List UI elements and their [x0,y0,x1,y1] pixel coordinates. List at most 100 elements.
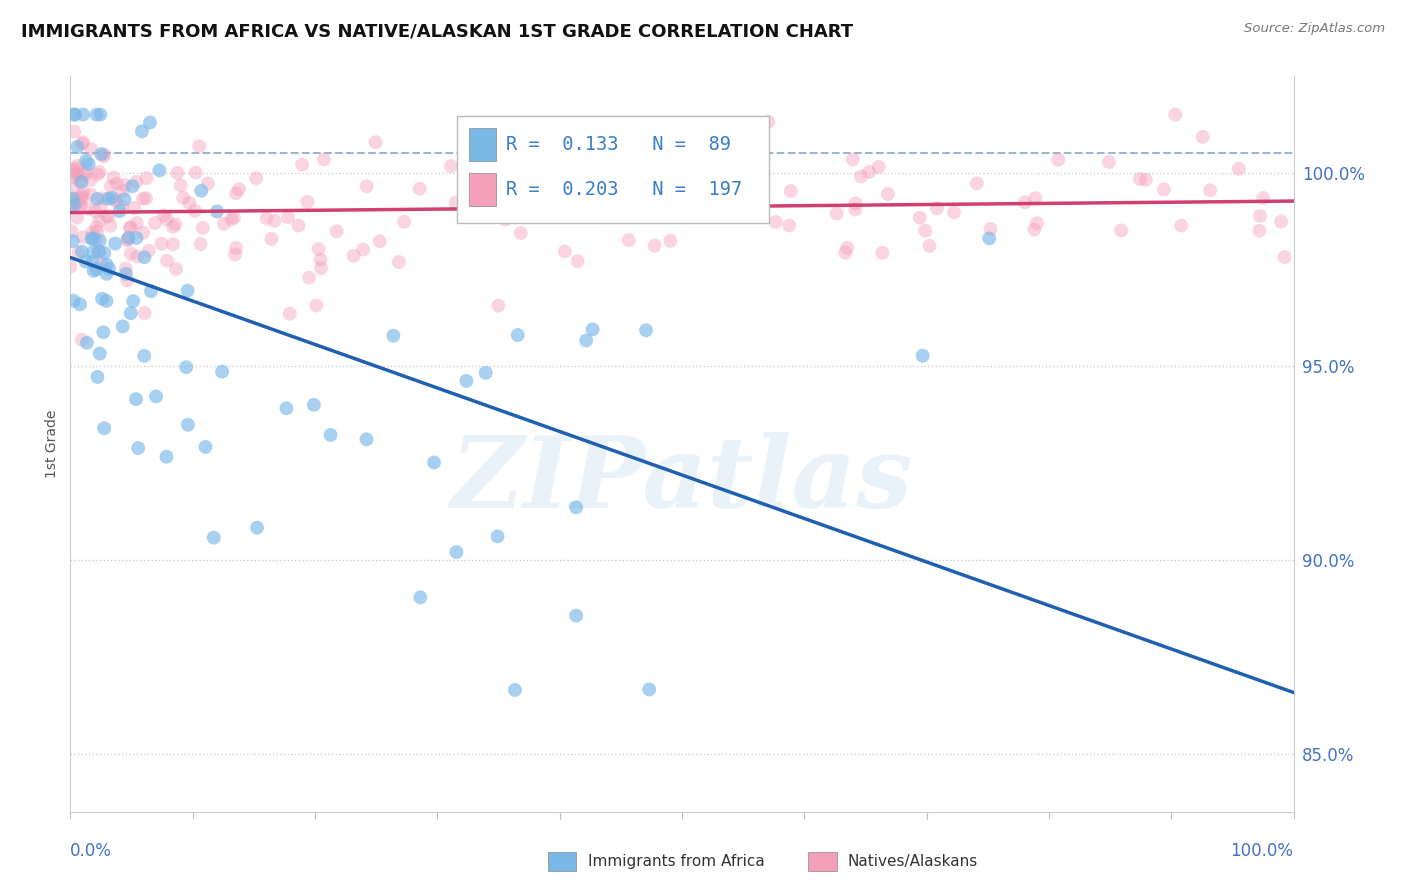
Point [80,187,103,202]
Point [1170,219,1192,233]
Point [104,193,127,207]
Point [844,202,866,217]
Point [456,374,478,388]
Point [114,178,136,192]
Point [779,184,801,198]
Point [90,147,112,161]
Point [837,241,859,255]
Text: R =  0.203   N =  197: R = 0.203 N = 197 [506,180,742,200]
Point [121,179,143,194]
Point [132,226,155,240]
Point [132,192,155,206]
Point [1024,222,1046,236]
Point [75,164,97,178]
Point [513,206,536,220]
Point [276,401,298,416]
Text: 100.0%: 100.0% [1230,842,1294,860]
Point [86,262,108,277]
Point [79,173,101,187]
Point [62,193,84,207]
Point [1199,183,1222,197]
Point [488,299,510,313]
Point [603,161,626,176]
Point [104,194,127,208]
Point [120,220,142,235]
Point [70,136,93,151]
Point [205,204,228,219]
Point [221,212,243,227]
Point [67,245,90,260]
Point [62,192,84,206]
Point [66,168,89,182]
Point [82,226,104,240]
Text: Source: ZipAtlas.com: Source: ZipAtlas.com [1244,22,1385,36]
Point [741,183,763,197]
Point [565,500,588,515]
Point [858,165,880,179]
Point [134,306,156,320]
Point [63,167,86,181]
Point [567,254,589,268]
Point [63,198,86,212]
Point [486,529,509,543]
Point [117,233,139,247]
Point [641,170,664,185]
Point [67,192,90,206]
Point [63,107,86,121]
Point [440,159,463,173]
Point [287,219,309,233]
Point [120,220,142,235]
Point [1249,209,1271,223]
Y-axis label: 1st Grade: 1st Grade [45,409,59,478]
Text: Natives/Alaskans: Natives/Alaskans [848,855,979,869]
Point [127,250,149,264]
Point [554,244,576,259]
Point [112,184,135,198]
Point [278,307,301,321]
Point [1135,172,1157,186]
Point [740,183,762,197]
Point [523,185,546,199]
Point [148,163,170,178]
Point [1164,107,1187,121]
Point [76,335,98,350]
Point [80,142,103,156]
Point [382,328,405,343]
Point [66,165,89,179]
Point [849,169,872,184]
Point [103,170,125,185]
Point [62,234,84,248]
Point [91,292,114,306]
Point [69,174,91,188]
Point [343,249,366,263]
Point [308,242,330,256]
Point [66,140,89,154]
Point [356,433,378,447]
Bar [808,852,837,871]
Point [212,217,235,231]
Point [245,171,267,186]
Point [225,241,247,255]
Point [165,217,187,231]
Point [105,177,128,191]
Point [62,194,84,209]
Point [122,201,145,215]
Text: IMMIGRANTS FROM AFRICA VS NATIVE/ALASKAN 1ST GRADE CORRELATION CHART: IMMIGRANTS FROM AFRICA VS NATIVE/ALASKAN… [21,22,853,40]
Point [309,261,332,276]
Point [127,441,149,455]
Point [86,192,108,206]
Point [89,346,111,360]
Point [91,325,114,339]
Point [134,349,156,363]
Point [89,245,111,260]
Point [444,195,467,210]
Point [184,203,207,218]
Point [139,115,162,129]
Point [423,455,446,469]
Point [966,177,988,191]
Point [155,450,177,464]
Point [72,185,94,199]
Point [96,293,118,308]
Point [502,209,524,223]
Point [89,213,111,227]
